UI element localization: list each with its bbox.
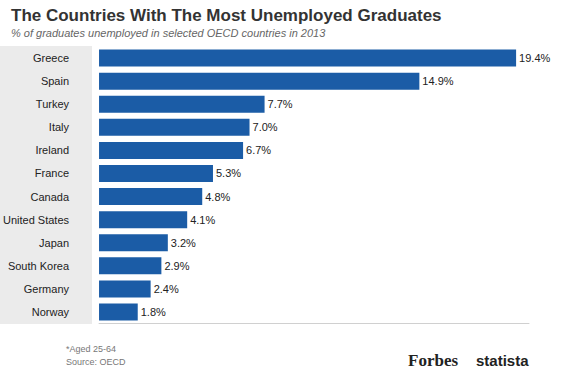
svg-text:statista: statista [476, 352, 529, 369]
svg-text:South Korea: South Korea [8, 260, 70, 272]
svg-text:Forbes: Forbes [408, 351, 458, 370]
svg-text:Greece: Greece [33, 52, 69, 64]
svg-text:14.9%: 14.9% [422, 75, 453, 87]
svg-text:Italy: Italy [49, 121, 70, 133]
svg-text:France: France [35, 167, 69, 179]
svg-text:The Countries With The Most Un: The Countries With The Most Unemployed G… [11, 6, 442, 25]
svg-text:6.7%: 6.7% [246, 144, 271, 156]
svg-text:*Aged 25-64: *Aged 25-64 [66, 344, 116, 354]
svg-text:Source: OECD: Source: OECD [66, 357, 126, 367]
svg-text:Ireland: Ireland [35, 144, 69, 156]
svg-text:1.8%: 1.8% [141, 306, 166, 318]
svg-text:7.0%: 7.0% [253, 121, 278, 133]
svg-text:Germany: Germany [24, 283, 70, 295]
svg-text:4.1%: 4.1% [190, 214, 215, 226]
svg-text:5.3%: 5.3% [216, 167, 241, 179]
svg-text:3.2%: 3.2% [171, 237, 196, 249]
svg-text:2.4%: 2.4% [154, 283, 179, 295]
svg-text:Norway: Norway [32, 306, 70, 318]
svg-text:19.4%: 19.4% [519, 52, 550, 64]
svg-text:Turkey: Turkey [36, 98, 70, 110]
svg-text:Japan: Japan [39, 237, 69, 249]
svg-text:Spain: Spain [41, 75, 69, 87]
svg-text:Canada: Canada [30, 191, 69, 203]
svg-text:% of graduates unemployed in s: % of graduates unemployed in selected OE… [11, 27, 326, 39]
svg-text:United States: United States [3, 214, 70, 226]
svg-text:7.7%: 7.7% [268, 98, 293, 110]
svg-text:2.9%: 2.9% [164, 260, 189, 272]
svg-text:4.8%: 4.8% [205, 191, 230, 203]
